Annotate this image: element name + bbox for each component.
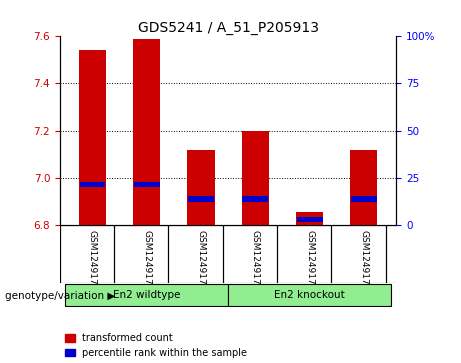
Legend: transformed count, percentile rank within the sample: transformed count, percentile rank withi… [65,333,247,358]
Text: En2 knockout: En2 knockout [274,290,345,300]
Bar [351,196,377,202]
Bar [350,150,378,225]
Text: En2 wildtype: En2 wildtype [113,290,180,300]
Bar [228,284,391,306]
Bar [65,284,228,306]
Text: GSM1249173: GSM1249173 [196,230,206,290]
Text: GSM1249175: GSM1249175 [305,230,314,290]
Text: GSM1249176: GSM1249176 [360,230,368,290]
Bar [134,182,160,187]
Bar [188,196,214,202]
Bar [297,216,323,222]
Title: GDS5241 / A_51_P205913: GDS5241 / A_51_P205913 [138,21,319,35]
Bar [188,150,215,225]
Bar [133,39,160,225]
Text: genotype/variation ▶: genotype/variation ▶ [5,291,115,301]
Bar [80,182,106,187]
Bar [242,196,268,202]
Bar [296,212,323,225]
Bar [242,131,269,225]
Bar [79,50,106,225]
Text: GSM1249172: GSM1249172 [142,230,151,290]
Text: GSM1249171: GSM1249171 [88,230,97,290]
Text: GSM1249174: GSM1249174 [251,230,260,290]
